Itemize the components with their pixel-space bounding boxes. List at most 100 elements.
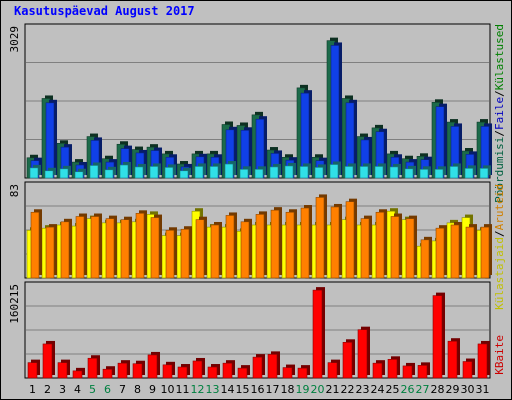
legend-top: Pöördumisi/Faile/Külastused [493, 24, 506, 203]
bar-bottom-KBaite-1-face [27, 362, 38, 379]
bar-middle-Aruteid-18 [285, 209, 297, 279]
bar-top-Külastused-27-face [419, 169, 429, 179]
bar-top-Külastused-15 [239, 166, 251, 179]
x-tick-label: 30 [461, 383, 475, 396]
bar-bottom-KBaite-4 [72, 367, 85, 379]
x-tick-label: 9 [149, 383, 156, 396]
bar-middle-Aruteid-19 [300, 205, 312, 279]
bar-middle-Aruteid-23 [360, 215, 372, 279]
bar-bottom-KBaite-1 [27, 359, 40, 379]
bar-middle-Aruteid-16 [255, 211, 267, 279]
bar-bottom-KBaite-13-face [207, 366, 218, 379]
bar-bottom-KBaite-25-face [387, 359, 398, 379]
bar-top-Külastused-13-face [209, 166, 219, 179]
x-tick-label: 2 [44, 383, 51, 396]
bar-top-Külastused-17 [269, 163, 281, 179]
x-tick-label: 27 [416, 383, 430, 396]
legend-middle-entry: Külastajaid [493, 237, 506, 310]
bar-bottom-KBaite-22 [342, 339, 355, 379]
bar-middle-Aruteid-17 [270, 207, 282, 279]
bar-top-Külastused-24 [374, 163, 386, 179]
x-tick-label: 25 [386, 383, 400, 396]
bar-top-Külastused-7 [119, 161, 131, 179]
bar-bottom-KBaite-29 [447, 338, 460, 379]
bar-top-Külastused-20-face [314, 167, 324, 179]
bar-bottom-KBaite-23-face [357, 329, 368, 379]
x-tick-label: 29 [446, 383, 460, 396]
legend-middle-entry: Aruteid [493, 184, 506, 230]
bar-bottom-KBaite-12-face [192, 360, 203, 379]
bar-top-Külastused-16 [254, 166, 266, 179]
bar-middle-Aruteid-12-face [195, 219, 205, 279]
bar-middle-Aruteid-16-face [255, 214, 265, 279]
bar-bottom-KBaite-29-face [447, 340, 458, 379]
bar-middle-Aruteid-4 [75, 213, 87, 279]
bar-middle-Aruteid-13-face [210, 224, 220, 279]
x-tick-label: 24 [371, 383, 385, 396]
bar-bottom-KBaite-11 [177, 364, 190, 379]
y-max-label-top: 3029 [8, 26, 21, 53]
x-tick-label: 23 [356, 383, 370, 396]
bar-top-Faile-21-face [330, 45, 340, 179]
bar-top-Külastused-23 [359, 163, 371, 179]
bar-top-Külastused-8 [134, 163, 146, 179]
bar-bottom-KBaite-10-face [162, 364, 173, 379]
bar-top-Külastused-14 [224, 161, 236, 179]
bar-bottom-KBaite-3-face [57, 362, 68, 379]
bar-top-Külastused-12 [194, 163, 206, 179]
bar-middle-Aruteid-26 [405, 215, 417, 279]
bar-middle-Aruteid-3 [60, 218, 72, 279]
bar-middle-Aruteid-20 [315, 194, 327, 279]
bar-top-Külastused-28-face [434, 169, 444, 179]
bar-top-Külastused-26 [404, 165, 416, 179]
bar-top-Külastused-13 [209, 163, 221, 179]
bar-middle-Aruteid-14-face [225, 215, 235, 279]
bar-middle-Aruteid-7-face [120, 219, 130, 279]
x-tick-label: 26 [401, 383, 415, 396]
bar-top-Külastused-30 [464, 165, 476, 179]
bar-top-Külastused-1 [29, 164, 41, 179]
bar-bottom-KBaite-14 [222, 360, 235, 379]
bar-middle-Aruteid-6-face [105, 218, 115, 279]
bar-bottom-KBaite-21 [327, 359, 340, 379]
bar-top-Külastused-6-face [104, 169, 114, 179]
bar-bottom-KBaite-7-face [117, 362, 128, 379]
bar-bottom-KBaite-15-face [237, 367, 248, 379]
bar-bottom-KBaite-21-face [327, 362, 338, 379]
bar-top-Külastused-15-face [239, 169, 249, 179]
bar-top-Külastused-19-face [299, 166, 309, 179]
bar-middle-Aruteid-9 [150, 214, 162, 279]
bar-bottom-KBaite-31-face [477, 343, 488, 379]
bar-bottom-KBaite-14-face [222, 362, 233, 379]
bar-bottom-KBaite-13 [207, 364, 220, 379]
x-tick-label: 14 [221, 383, 235, 396]
bar-middle-Aruteid-2 [45, 224, 57, 279]
bar-bottom-KBaite-9 [147, 351, 160, 379]
bar-middle-Aruteid-21 [330, 203, 342, 279]
bar-bottom-KBaite-2-face [42, 343, 53, 379]
bar-middle-Aruteid-30-face [465, 226, 475, 279]
bar-top-Külastused-21 [329, 161, 341, 179]
bar-bottom-KBaite-15 [237, 365, 250, 379]
legend-bottom: KBaite [493, 335, 506, 375]
bar-top-Külastused-3-face [59, 168, 69, 179]
bar-top-Külastused-26-face [404, 168, 414, 179]
x-tick-label: 10 [161, 383, 175, 396]
bar-top-Külastused-19 [299, 163, 311, 179]
x-tick-label: 1 [29, 383, 36, 396]
bar-middle-Aruteid-20-face [315, 197, 325, 279]
bar-top-Külastused-11-face [179, 170, 189, 179]
bar-middle-Aruteid-1-face [30, 211, 40, 279]
bar-top-Külastused-12-face [194, 166, 204, 179]
x-tick-label: 15 [236, 383, 250, 396]
bar-middle-Aruteid-4-face [75, 216, 85, 279]
bar-middle-Aruteid-31-face [480, 226, 490, 279]
bar-middle-Aruteid-22 [345, 198, 357, 279]
bar-middle-Aruteid-5-face [90, 216, 100, 279]
bar-middle-Aruteid-30 [465, 224, 477, 279]
bar-middle-Aruteid-24-face [375, 211, 385, 279]
bar-top-Külastused-8-face [134, 166, 144, 179]
bar-top-Külastused-17-face [269, 166, 279, 179]
page-title: Kasutuspäevad August 2017 [14, 4, 195, 18]
